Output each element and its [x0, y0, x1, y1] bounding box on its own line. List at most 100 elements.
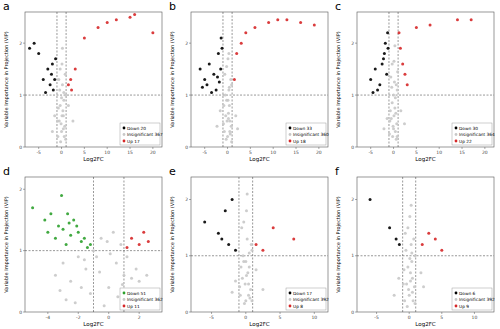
- point: [60, 96, 63, 99]
- point: [404, 249, 407, 252]
- point: [245, 209, 248, 212]
- x-tick: [314, 312, 315, 314]
- point: [138, 280, 141, 283]
- point: [456, 18, 459, 21]
- x-axis-label: Log2FC: [249, 321, 269, 328]
- point: [218, 81, 221, 84]
- y-tick-label: 0: [19, 145, 22, 150]
- point: [72, 218, 75, 221]
- point: [107, 286, 110, 289]
- point: [203, 221, 206, 224]
- plot-area: [25, 12, 162, 147]
- point: [222, 104, 225, 107]
- x-tick-label: 2: [138, 315, 141, 320]
- point: [253, 26, 256, 29]
- legend-label: Up 9: [459, 304, 469, 309]
- point: [227, 117, 230, 120]
- point: [130, 237, 133, 240]
- point: [261, 249, 264, 252]
- point: [46, 68, 49, 71]
- x-tick-label: -5: [209, 315, 214, 320]
- point: [272, 226, 275, 229]
- point: [57, 78, 60, 81]
- point: [399, 47, 402, 50]
- legend-swatch: [289, 127, 292, 130]
- point: [249, 288, 252, 291]
- y-tick: [23, 147, 25, 148]
- point: [80, 286, 83, 289]
- point: [226, 120, 229, 123]
- point: [224, 209, 227, 212]
- point: [231, 291, 234, 294]
- y-tick-label: 2: [185, 197, 188, 202]
- point: [247, 294, 250, 297]
- y-tick-label: 1: [185, 253, 188, 258]
- panel-label: c: [335, 0, 341, 13]
- point: [103, 304, 106, 307]
- point: [391, 62, 394, 65]
- panel-label: d: [3, 165, 10, 178]
- x-tick-label: 0: [244, 315, 247, 320]
- legend-swatch: [455, 127, 458, 130]
- point: [236, 127, 239, 130]
- y-tick: [355, 199, 357, 200]
- point: [56, 135, 59, 138]
- point: [89, 243, 92, 246]
- point: [245, 274, 248, 277]
- point: [390, 86, 393, 89]
- panel-label: f: [335, 165, 340, 178]
- point: [396, 88, 399, 91]
- plot-frame: [25, 12, 162, 147]
- x-tick: [152, 147, 153, 149]
- point: [244, 299, 247, 302]
- panel: bVariable Importance in Projection (VIP)…: [169, 0, 329, 163]
- y-tick: [189, 147, 191, 148]
- x-tick-label: 0: [107, 315, 110, 320]
- y-tick-label: 2: [19, 41, 22, 46]
- y-tick: [23, 95, 25, 96]
- point: [235, 52, 238, 55]
- point: [411, 291, 414, 294]
- point: [246, 192, 249, 195]
- point: [62, 127, 65, 130]
- x-tick-label: 10: [104, 150, 110, 155]
- point: [228, 120, 231, 123]
- point: [216, 125, 219, 128]
- point: [386, 117, 389, 120]
- x-tick: [204, 147, 205, 149]
- point: [261, 288, 264, 291]
- plot-frame: [191, 177, 328, 312]
- point: [63, 135, 66, 138]
- point: [115, 261, 118, 264]
- point: [393, 44, 396, 47]
- x-tick: [47, 312, 48, 314]
- point: [67, 104, 70, 107]
- y-tick: [189, 95, 191, 96]
- point: [62, 99, 65, 102]
- y-tick-label: 1: [19, 93, 22, 98]
- point: [410, 204, 413, 207]
- y-tick-label: 0: [185, 310, 188, 315]
- point: [230, 83, 233, 86]
- point: [54, 274, 57, 277]
- point: [219, 68, 222, 71]
- plot-area: [191, 177, 328, 312]
- plot-area: [357, 177, 494, 312]
- point: [65, 243, 68, 246]
- point: [109, 252, 112, 255]
- point: [392, 114, 395, 117]
- threshold-line: [123, 177, 124, 312]
- x-axis-label: Log2FC: [415, 321, 435, 328]
- point: [382, 127, 385, 130]
- threshold-line: [415, 177, 416, 312]
- legend-swatch: [123, 140, 126, 143]
- y-tick-label: 2: [351, 41, 354, 46]
- threshold-line: [357, 255, 494, 256]
- legend-swatch: [123, 127, 126, 130]
- x-tick-label: 20: [482, 150, 488, 155]
- x-tick: [139, 312, 140, 314]
- point: [58, 88, 61, 91]
- point: [65, 298, 68, 301]
- point: [74, 68, 77, 71]
- legend: Down 33Insignificant 360Up 18: [286, 123, 329, 145]
